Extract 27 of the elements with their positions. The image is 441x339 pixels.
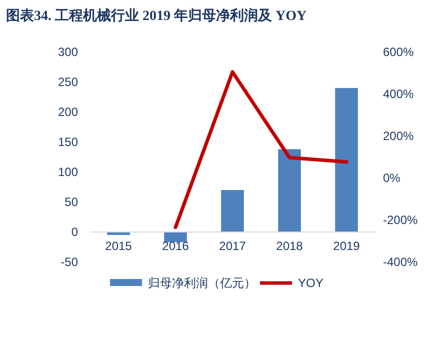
legend-label: 归母净利润（亿元） (148, 276, 256, 290)
y-tick-label: 0 (71, 225, 78, 240)
y-tick-label: 50 (64, 195, 78, 210)
chart-title: 图表34. 工程机械行业 2019 年归母净利润及 YOY (6, 7, 307, 24)
y-tick-label: 150 (58, 135, 78, 150)
y2-tick-label: 600% (383, 45, 414, 60)
bar (278, 149, 301, 232)
x-tick-label: 2017 (219, 239, 246, 253)
y-tick-label: 300 (58, 45, 78, 60)
x-tick-label: 2016 (162, 239, 190, 253)
x-tick-label: 2019 (333, 239, 360, 253)
y2-tick-label: 400% (383, 87, 414, 102)
y2-tick-label: -200% (383, 213, 418, 228)
y2-tick-label: 0% (383, 171, 401, 186)
legend-label: YOY (298, 276, 324, 290)
y2-tick-label: 200% (383, 129, 414, 144)
bar (221, 190, 244, 232)
bar (164, 232, 187, 242)
y-tick-label: -50 (60, 255, 78, 270)
y-tick-label: 250 (58, 75, 78, 90)
bar (335, 88, 358, 232)
x-tick-label: 2018 (276, 239, 304, 253)
y-tick-label: 100 (58, 165, 78, 180)
x-tick-label: 2015 (105, 239, 132, 253)
line-series (174, 70, 348, 230)
y2-tick-label: -400% (383, 255, 418, 270)
y-tick-label: 200 (58, 105, 78, 120)
